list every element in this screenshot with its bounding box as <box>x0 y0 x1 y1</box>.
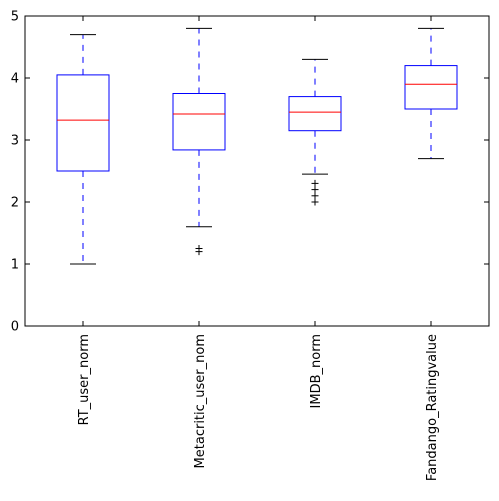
outlier-point <box>311 192 319 200</box>
box-group-3 <box>404 27 458 160</box>
axis-layer: 0 1 2 3 4 5 RT_user_norm Metacritic_user_nom IMD… <box>11 10 490 481</box>
y-tick-label: 4 <box>11 72 19 87</box>
iqr-box <box>288 96 342 132</box>
y-tick-label: 1 <box>11 258 19 273</box>
x-category-label: RT_user_norm <box>77 334 92 425</box>
iqr-box <box>404 65 458 110</box>
y-tick-label: 3 <box>11 134 19 149</box>
x-category-label: Metacritic_user_nom <box>193 334 208 468</box>
x-category-label: Fandango_Ratingvalue <box>425 334 440 481</box>
y-tick-label: 0 <box>11 320 19 335</box>
iqr-box <box>56 74 110 172</box>
box-group-1 <box>172 27 226 256</box>
x-category-label: IMDB_norm <box>309 334 324 408</box>
y-tick-label: 5 <box>11 10 19 25</box>
outlier-point <box>311 179 319 187</box>
outlier-point <box>195 245 203 252</box>
outlier-point <box>311 186 319 194</box>
plot-layer <box>56 27 458 265</box>
iqr-box <box>172 93 226 151</box>
box-group-2 <box>288 58 342 206</box>
y-tick-label: 2 <box>11 196 19 211</box>
outlier-point <box>311 198 319 206</box>
plot-frame <box>24 15 490 327</box>
box-group-0 <box>56 34 110 265</box>
